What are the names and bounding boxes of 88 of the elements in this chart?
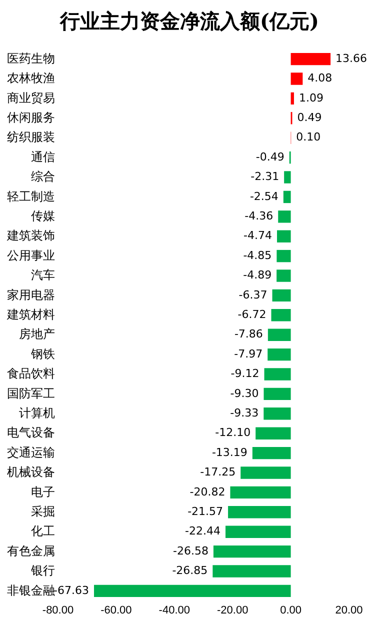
data-label: 4.08 xyxy=(308,72,332,85)
data-label: -7.86 xyxy=(234,328,263,341)
y-tick-label: 电气设备 xyxy=(7,426,55,440)
x-tick-label: -20.00 xyxy=(217,604,248,616)
data-label: -26.85 xyxy=(172,564,208,578)
data-label: -17.25 xyxy=(200,466,236,479)
data-label: -9.30 xyxy=(230,386,259,400)
bar xyxy=(276,270,291,282)
y-tick-label: 农林牧渔 xyxy=(7,71,55,86)
data-label: -4.74 xyxy=(244,229,272,242)
y-tick-label: 有色金属 xyxy=(7,544,55,558)
y-tick-label: 综合 xyxy=(31,170,55,184)
data-label: -4.85 xyxy=(243,248,272,262)
data-label: -13.19 xyxy=(212,446,248,459)
bar xyxy=(271,309,291,322)
data-label: -2.31 xyxy=(250,170,280,184)
data-label: 13.66 xyxy=(336,52,368,65)
y-tick-label: 化工 xyxy=(31,524,55,538)
data-label: -6.37 xyxy=(238,288,268,302)
y-tick-label: 休闲服务 xyxy=(7,110,55,124)
bar xyxy=(256,427,291,440)
y-tick-label: 轻工制造 xyxy=(7,189,55,204)
bar xyxy=(240,466,291,479)
y-tick-label: 家用电器 xyxy=(7,288,55,302)
data-label: -2.54 xyxy=(250,190,278,203)
bar xyxy=(264,388,291,400)
y-tick-label: 商业贸易 xyxy=(7,90,55,105)
bar xyxy=(284,171,291,184)
bar xyxy=(290,52,331,66)
bar xyxy=(268,348,291,361)
data-label: -67.63 xyxy=(54,584,89,597)
bar xyxy=(226,526,291,538)
x-tick-label: -60.00 xyxy=(100,604,132,616)
y-tick-label: 银行 xyxy=(30,564,55,578)
bar xyxy=(268,328,291,341)
y-tick-label: 交通运输 xyxy=(7,445,55,460)
y-tick-label: 传媒 xyxy=(31,208,55,223)
bar xyxy=(278,210,291,223)
y-tick-label: 通信 xyxy=(31,150,55,164)
y-tick-label: 电子 xyxy=(31,484,55,499)
y-tick-label: 采掘 xyxy=(31,504,55,518)
y-tick-label: 医药生物 xyxy=(7,51,55,66)
bar xyxy=(94,584,291,598)
bar xyxy=(230,486,291,499)
data-label: -9.33 xyxy=(230,406,259,420)
y-tick-label: 纺织服装 xyxy=(7,130,55,144)
x-tick-label: -40.00 xyxy=(158,604,190,616)
data-label: -21.57 xyxy=(188,505,224,518)
data-label: -4.36 xyxy=(244,210,274,223)
y-tick-label: 国防军工 xyxy=(7,386,55,400)
y-tick-label: 房地产 xyxy=(19,327,55,342)
bar xyxy=(283,190,291,204)
bar xyxy=(212,565,291,578)
data-label: -0.49 xyxy=(256,150,284,164)
chart-title: 行业主力资金净流入额(亿元) xyxy=(58,8,320,35)
data-label: -12.10 xyxy=(215,426,251,440)
y-tick-label: 建筑装饰 xyxy=(6,228,55,243)
y-tick-label: 计算机 xyxy=(19,406,55,420)
data-label: -9.12 xyxy=(230,367,260,380)
x-tick-label: 20.00 xyxy=(335,604,363,616)
data-label: -7.97 xyxy=(234,347,263,360)
x-tick-label: -80.00 xyxy=(42,604,74,616)
bar xyxy=(252,446,291,460)
y-tick-label: 食品饮料 xyxy=(7,366,55,381)
data-label: 0.49 xyxy=(297,111,322,124)
data-label: 0.10 xyxy=(296,130,321,144)
bar xyxy=(228,506,291,518)
bar xyxy=(213,545,291,558)
bar xyxy=(264,408,291,420)
bar xyxy=(290,92,294,105)
data-label: -26.58 xyxy=(172,544,208,558)
bar xyxy=(272,289,291,302)
bar xyxy=(290,72,303,85)
y-tick-label: 机械设备 xyxy=(7,465,55,480)
data-label: -22.44 xyxy=(185,524,220,538)
y-tick-label: 建筑材料 xyxy=(6,307,55,322)
data-label: -6.72 xyxy=(238,308,266,322)
y-tick-label: 汽车 xyxy=(31,268,55,282)
y-tick-label: 钢铁 xyxy=(30,346,55,361)
data-label: -4.89 xyxy=(243,268,272,282)
bar xyxy=(264,368,291,380)
bar xyxy=(277,230,291,242)
y-tick-label: 非银金融 xyxy=(7,583,55,598)
x-tick-label: 0.00 xyxy=(280,604,302,616)
data-label: -20.82 xyxy=(190,485,226,498)
data-label: 1.09 xyxy=(298,91,324,104)
bar xyxy=(276,250,291,262)
y-tick-label: 公用事业 xyxy=(7,248,55,262)
